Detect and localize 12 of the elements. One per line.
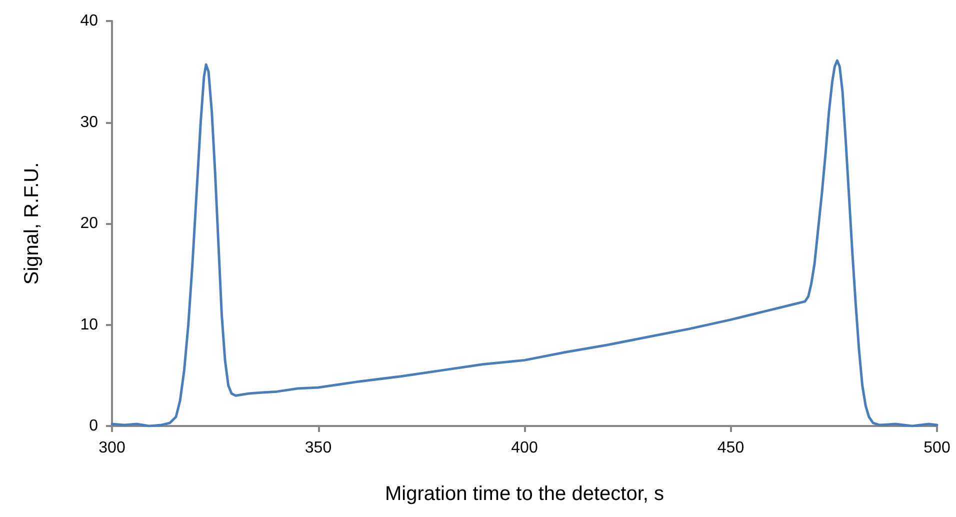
y-tick-label: 20 [80,215,98,232]
x-tick-label: 350 [304,440,332,456]
x-tick-label: 450 [717,440,744,456]
y-tick-label: 40 [80,12,98,30]
x-tick-label: 400 [511,440,538,456]
x-axis-title: Migration time to the detector, s [384,483,664,505]
y-tick-label: 30 [80,114,98,131]
y-tick-label: 0 [89,418,98,434]
x-tick-label: 500 [924,440,950,456]
y-tick-label: 10 [80,316,98,334]
y-axis-title: Signal, R.F.U. [21,162,43,285]
x-tick-label: 300 [98,440,126,456]
